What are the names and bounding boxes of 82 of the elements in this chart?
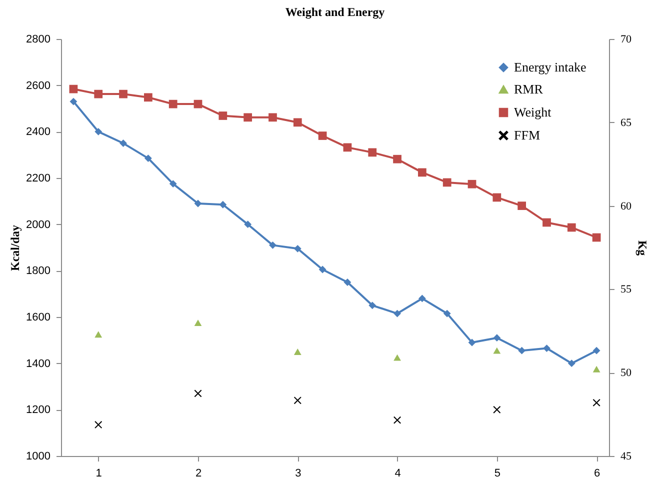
point (592, 233, 601, 242)
point (468, 338, 476, 346)
point (492, 193, 502, 202)
point (168, 100, 178, 108)
point (218, 112, 228, 120)
point (169, 180, 177, 188)
point (542, 218, 551, 227)
legend-label: Weight (514, 104, 552, 120)
point (94, 90, 103, 98)
x-tick-label: 2 (195, 468, 202, 480)
point (543, 344, 550, 352)
y-tick-label: 1000 (26, 450, 50, 462)
y2-tick-label: 60 (620, 200, 632, 212)
x-tick-label: 6 (594, 468, 600, 480)
point (394, 354, 401, 361)
y2-tick-label: 55 (620, 284, 632, 296)
y-tick-label: 1600 (26, 312, 50, 324)
chart-title: Weight and Energy (285, 5, 385, 19)
point (294, 348, 302, 355)
point (94, 421, 102, 428)
point (568, 360, 576, 368)
point (493, 347, 501, 354)
point (94, 331, 102, 338)
point (468, 180, 476, 188)
y2-tick-label: 65 (620, 116, 632, 129)
point (343, 143, 352, 152)
point (69, 84, 78, 94)
y2-tick-label: 50 (620, 367, 632, 380)
point (368, 148, 377, 157)
point (194, 200, 202, 208)
point (268, 113, 277, 122)
point (294, 396, 302, 404)
point (244, 220, 252, 228)
point (244, 113, 252, 122)
point (144, 93, 152, 102)
y-tick-label: 2200 (26, 172, 50, 184)
legend-label: Energy intake (514, 60, 587, 74)
point (293, 118, 302, 127)
point (194, 390, 202, 398)
point (443, 310, 451, 318)
y2-tick-label: 45 (620, 450, 632, 462)
point (144, 154, 152, 162)
point (120, 140, 127, 147)
point (393, 154, 402, 164)
x-tick-label: 5 (494, 468, 500, 480)
y-tick-label: 1200 (26, 404, 50, 416)
point (269, 241, 276, 249)
point (567, 223, 576, 232)
y2-tick-label: 70 (620, 34, 632, 46)
point (119, 90, 128, 98)
point (194, 320, 202, 326)
point (94, 128, 102, 136)
point (442, 178, 452, 187)
y-tick-label: 2600 (26, 80, 50, 92)
y-tick-label: 2800 (26, 34, 50, 46)
point (70, 98, 78, 106)
point (194, 100, 202, 108)
point (294, 244, 302, 252)
y-tick-label: 2400 (26, 126, 50, 138)
legend-label: FFM (514, 128, 540, 142)
point (592, 366, 600, 372)
x-tick-label: 4 (394, 468, 401, 480)
point (344, 278, 352, 286)
point (418, 168, 426, 177)
point (493, 334, 501, 342)
x-tick-label: 3 (295, 468, 302, 480)
y-tick-label: 2000 (26, 218, 50, 231)
y-tick-label: 1800 (26, 265, 50, 278)
point (394, 416, 401, 424)
point (318, 132, 327, 140)
y-axis-title: Kcal/day (8, 224, 22, 272)
point (518, 346, 526, 354)
point (219, 200, 227, 208)
y2-axis-title: Kg (636, 240, 650, 256)
x-tick-label: 1 (96, 468, 102, 480)
point (592, 346, 600, 354)
point (318, 266, 326, 274)
legend-label: RMR (514, 82, 544, 96)
point (518, 202, 526, 210)
point (418, 294, 426, 302)
point (368, 302, 376, 310)
y-tick-label: 1400 (26, 358, 50, 370)
